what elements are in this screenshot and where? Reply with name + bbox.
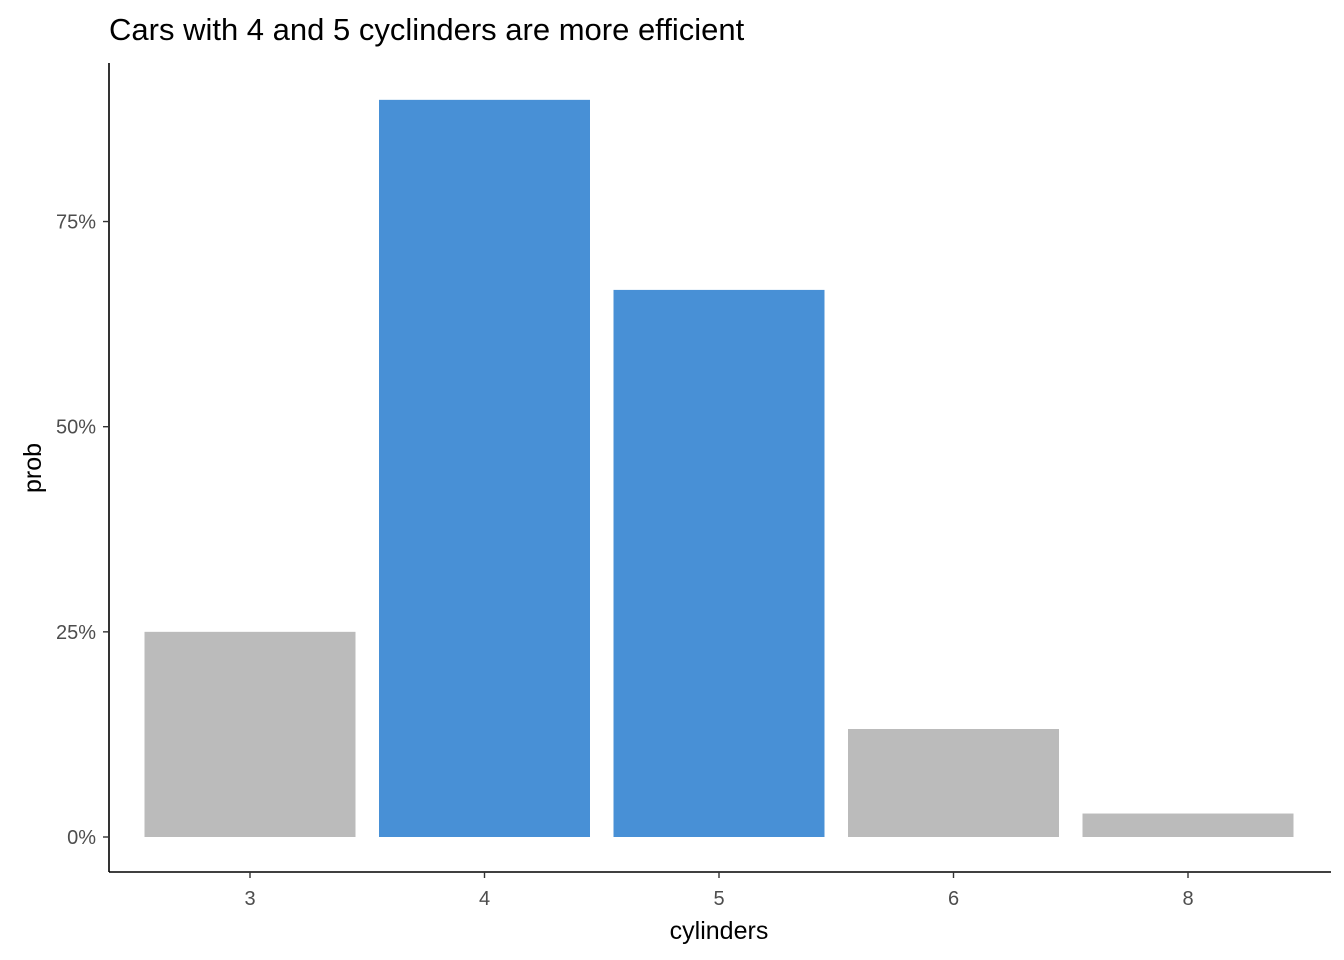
x-tick-label: 4	[479, 888, 490, 910]
x-tick-label: 8	[1182, 888, 1193, 910]
x-tick-label: 3	[244, 888, 255, 910]
chart-title: Cars with 4 and 5 cyclinders are more ef…	[109, 12, 745, 47]
y-axis-ticks: 0% 25% 50% 75%	[56, 212, 109, 849]
y-tick-label: 50%	[56, 417, 96, 439]
y-tick-label: 25%	[56, 622, 96, 644]
bar-cylinders-8	[1082, 813, 1294, 837]
y-tick-label: 75%	[56, 212, 96, 234]
x-tick-label: 6	[948, 888, 959, 910]
bars-group	[144, 99, 1294, 838]
x-axis-ticks: 3 4 5 6 8	[244, 872, 1194, 910]
bar-cylinders-4	[379, 99, 590, 838]
x-axis-title: cylinders	[670, 917, 769, 945]
y-tick-label: 0%	[67, 827, 96, 849]
bar-cylinders-6	[848, 729, 1059, 837]
x-tick-label: 5	[713, 888, 724, 910]
bar-cylinders-5	[613, 289, 825, 837]
bar-cylinders-3	[144, 631, 356, 837]
y-axis-title: prob	[19, 443, 47, 493]
